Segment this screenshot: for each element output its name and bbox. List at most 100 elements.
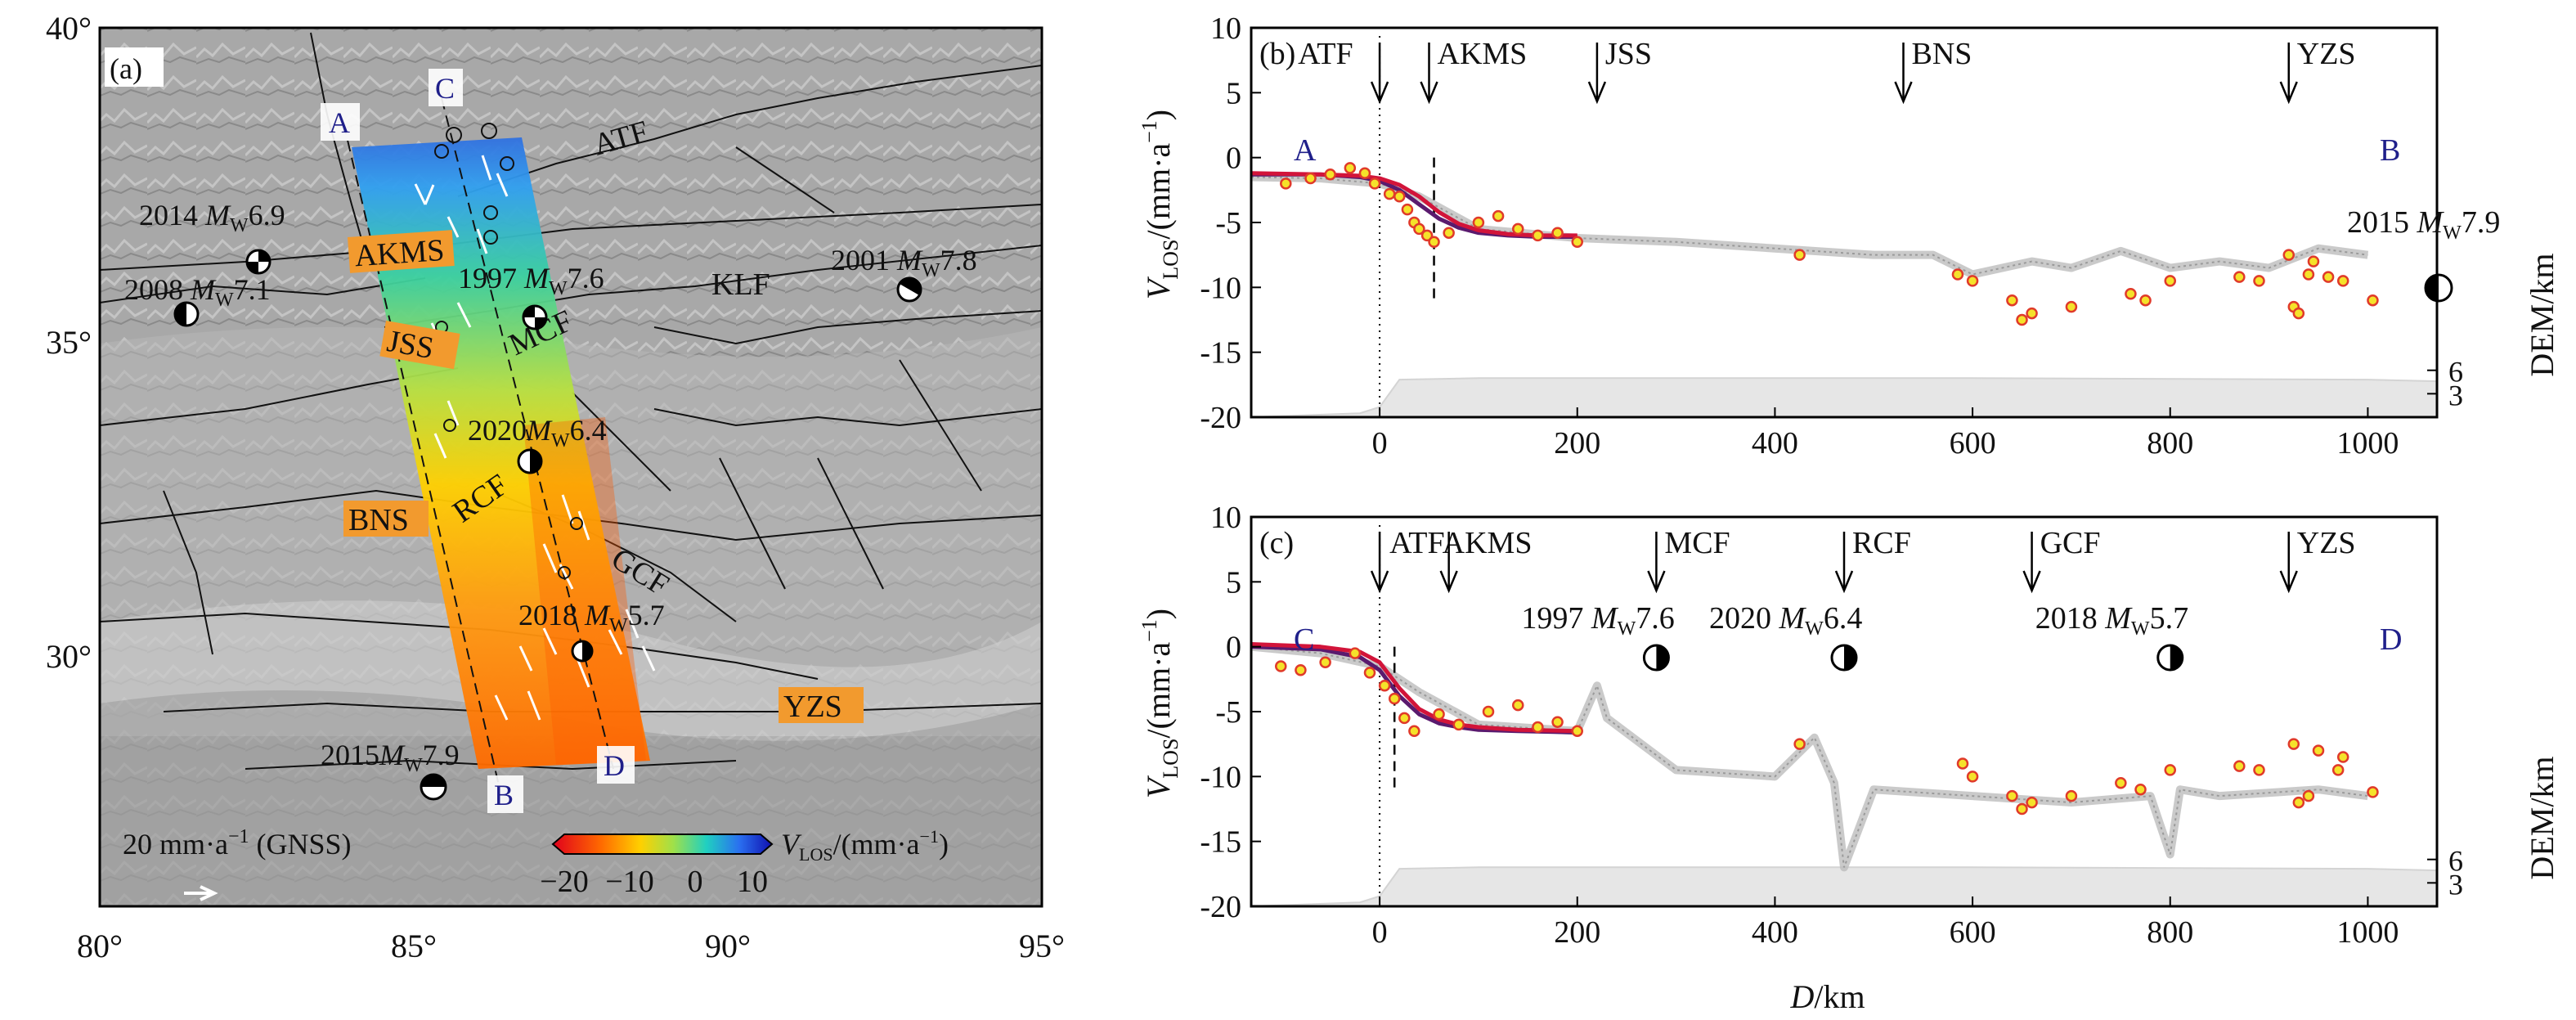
gnss-point — [2336, 751, 2349, 763]
gnss-point — [2233, 760, 2246, 772]
gnss-point — [1383, 187, 1396, 200]
fault-annotation-label: MCF — [1664, 526, 1730, 560]
gnss-point — [2322, 271, 2335, 283]
profile-plot-c: 10 5 0 -5 -10 -15 -20 0 200 400 600 800 1000 63 (c) C D A… — [1200, 501, 2463, 950]
beachball-fill — [2170, 645, 2183, 670]
gnss-point — [1280, 177, 1292, 190]
x-tick-label: 0 — [1372, 915, 1388, 950]
beachball-2008 — [173, 301, 200, 327]
suture-box-akms — [348, 230, 455, 273]
gnss-point — [1793, 249, 1806, 261]
dem-tick-label: 6 — [2448, 845, 2463, 878]
x-tick-label: 800 — [2147, 915, 2193, 950]
gnss-point — [1492, 209, 1505, 222]
dem-tick-label: 6 — [2448, 356, 2463, 389]
lat-tick-40: 40° — [46, 10, 92, 47]
gnss-point — [1433, 708, 1445, 721]
gnss-point — [2065, 789, 2078, 802]
x-tick-label: 1000 — [2336, 915, 2399, 950]
svg-text:2020MW6.4: 2020MW6.4 — [468, 414, 607, 452]
colorbar-tick-10: 10 — [737, 865, 768, 899]
gnss-point — [1378, 680, 1391, 692]
gnss-point — [1358, 167, 1371, 179]
ylabel-c: VLOS/(mm·a−1) — [1138, 609, 1183, 798]
profile-start-label: A — [1294, 133, 1317, 168]
profile-line-ab — [343, 122, 500, 786]
label-d-bg — [597, 746, 635, 784]
fault-annotation-arrowhead — [1370, 81, 1389, 105]
dem-area — [1250, 866, 2438, 907]
gnss-point — [1966, 771, 1979, 783]
x-tick-label: 0 — [1372, 426, 1388, 461]
colorbar-label: VLOS/(mm·a−1) — [781, 826, 949, 865]
suture-label-bns: BNS — [348, 503, 409, 537]
fault-annotation-arrowhead — [1834, 570, 1854, 594]
fault-annotation-label: ATF — [1389, 526, 1445, 560]
gnss-point — [2065, 300, 2078, 313]
y-tick-label: -20 — [1200, 890, 1241, 924]
fault-annotation-label: JSS — [1605, 37, 1652, 71]
fault-annotation-arrowhead — [2279, 570, 2298, 594]
profile-end-label: B — [2380, 133, 2400, 168]
gnss-point — [1324, 169, 1336, 181]
beachball-2018 — [571, 640, 594, 663]
gnss-point — [2016, 313, 2028, 326]
gnss-point — [2336, 275, 2349, 287]
ylabel-b: VLOS/(mm·a−1) — [1138, 110, 1183, 299]
fault-annotation-arrowhead — [1370, 570, 1389, 594]
gnss-point — [2134, 783, 2147, 796]
gnss-point — [1571, 725, 1583, 738]
gnss-point — [2253, 764, 2265, 776]
beachball-1997 — [522, 304, 548, 330]
map-frame — [98, 26, 1043, 908]
gnss-point — [2164, 275, 2176, 287]
label-a-bg — [321, 103, 360, 141]
gnss-point — [1349, 647, 1362, 659]
fault-annotation-arrowhead — [1587, 81, 1607, 105]
profile-end-b: B — [494, 779, 514, 811]
label-b-bg — [487, 775, 523, 813]
right-label-b: DEM/km — [2524, 253, 2560, 376]
gnss-point — [2331, 764, 2345, 776]
lat-tick-30: 30° — [46, 638, 92, 675]
fault-annotation-arrowhead — [1420, 81, 1438, 105]
gnss-point — [2292, 307, 2305, 320]
gnss-point — [2292, 796, 2305, 809]
gnss-scale: 20 mm·a−1 (GNSS) — [123, 826, 352, 901]
y-tick-label: 5 — [1226, 565, 1241, 600]
svg-text:20 mm·a−1 (GNSS): 20 mm·a−1 (GNSS) — [123, 826, 352, 860]
gnss-point — [1413, 222, 1425, 236]
gnss-point — [1368, 177, 1381, 190]
gnss-point — [1551, 716, 1564, 728]
gnss-point — [1512, 222, 1524, 236]
dem-area — [1250, 377, 2438, 418]
profile-end-label: D — [2380, 622, 2402, 657]
fault-annotation-label: AKMS — [1443, 526, 1533, 560]
gnss-point — [1428, 236, 1440, 249]
profile-end-a: A — [329, 106, 350, 139]
svg-text:2014 MW6.9: 2014 MW6.9 — [139, 199, 285, 236]
gnss-point — [1295, 663, 1307, 676]
eq-label-2014: 2014 MW6.9 — [139, 199, 285, 236]
fault-label-klf: KLF — [711, 267, 770, 302]
svg-text:DEM/km: DEM/km — [2524, 756, 2560, 879]
lon-tick-80: 80° — [77, 928, 123, 964]
gnss-point — [1472, 216, 1485, 229]
svg-text:1997 MW7.6: 1997 MW7.6 — [458, 262, 604, 299]
fault-annotation-label: BNS — [1912, 37, 1972, 71]
gnss-point — [1388, 692, 1401, 705]
gnss-point — [1443, 227, 1455, 239]
map-panel-label-bg — [105, 47, 164, 87]
fault-annotation-arrowhead — [2279, 81, 2298, 105]
dem-tick-label: 3 — [2448, 868, 2463, 901]
insar-profile-texture — [1250, 176, 2368, 276]
lat-tick-35: 35° — [46, 324, 92, 361]
x-tick-label: 800 — [2147, 426, 2193, 461]
y-tick-label: 10 — [1210, 501, 1241, 535]
label-c-bg — [429, 69, 463, 106]
beachball-2020 — [517, 448, 543, 474]
y-tick-label: -20 — [1200, 401, 1241, 435]
y-tick-label: -10 — [1200, 271, 1241, 305]
eq-label: 2015 MW7.9 — [2347, 205, 2500, 244]
svg-text:2015MW7.9: 2015MW7.9 — [321, 739, 460, 776]
